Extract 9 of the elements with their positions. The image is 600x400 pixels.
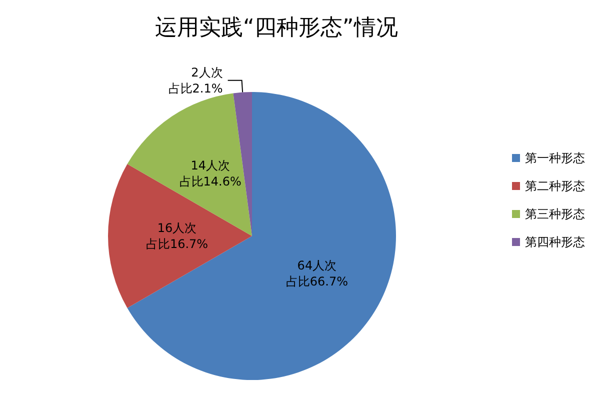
legend-label: 第二种形态 <box>525 179 585 193</box>
data-label: 64人次占比66.7% <box>286 258 348 288</box>
legend-label: 第一种形态 <box>525 151 585 165</box>
data-label: 14人次占比14.6% <box>179 158 242 189</box>
data-label: 2人次占比2.1% <box>168 65 223 96</box>
legend-label: 第三种形态 <box>525 207 585 221</box>
chart-title: 运用实践“四种形态”情况 <box>155 16 398 40</box>
data-label: 16人次占比16.7% <box>146 221 208 251</box>
legend-label: 第四种形态 <box>525 235 585 249</box>
